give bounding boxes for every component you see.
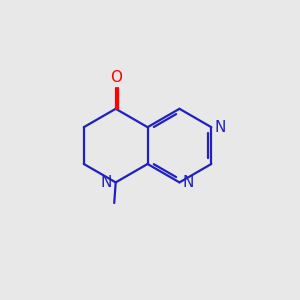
Text: N: N — [101, 175, 112, 190]
Text: N: N — [183, 175, 194, 190]
Text: O: O — [110, 70, 122, 85]
Text: N: N — [215, 120, 226, 135]
